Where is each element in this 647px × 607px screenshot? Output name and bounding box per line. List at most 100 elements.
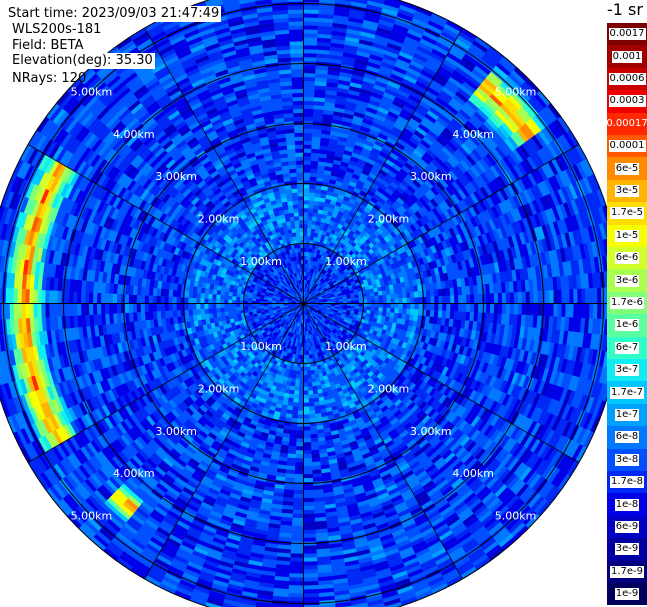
ppi-cell	[309, 176, 318, 182]
ppi-cell	[382, 298, 388, 304]
ppi-cell	[394, 298, 400, 304]
ppi-cell	[307, 215, 313, 221]
ppi-cell	[293, 481, 304, 487]
ppi-cell	[291, 529, 304, 535]
ppi-cell	[303, 40, 318, 46]
ppi-cell	[557, 289, 563, 304]
ppi-cell	[303, 374, 308, 380]
ppi-cell	[308, 402, 315, 407]
ppi-cell	[581, 288, 586, 304]
ppi-cell	[303, 128, 313, 134]
ppi-cell	[303, 136, 313, 141]
ppi-cell	[410, 297, 416, 304]
ppi-cell	[310, 164, 319, 170]
ppi-cell	[303, 112, 314, 118]
ppi-cell	[370, 299, 376, 304]
ppi-cell	[425, 289, 431, 298]
ppi-cell	[569, 289, 575, 304]
ppi-cell	[366, 299, 372, 304]
ppi-cell	[295, 442, 304, 447]
ppi-cell	[402, 297, 408, 304]
ppi-cell	[297, 406, 304, 412]
ppi-cell	[306, 374, 312, 380]
ppi-cell	[481, 293, 487, 304]
ppi-cell	[303, 96, 315, 102]
ppi-cell	[292, 505, 304, 511]
ppi-cell	[394, 303, 400, 309]
ppi-cell	[307, 219, 313, 225]
ppi-cell	[378, 303, 384, 308]
ppi-cell	[303, 434, 311, 439]
ppi-cell	[537, 290, 543, 304]
ppi-cell	[346, 298, 352, 302]
ppi-cell	[299, 370, 304, 376]
ppi-cell	[303, 501, 315, 507]
ppi-cell	[410, 303, 416, 310]
ppi-cell	[303, 120, 314, 126]
ppi-cell	[525, 291, 531, 304]
ppi-cell	[573, 303, 579, 319]
ppi-cell	[442, 295, 447, 304]
ppi-cell	[394, 308, 400, 314]
ppi-cell	[354, 297, 360, 302]
ppi-cell	[481, 303, 487, 314]
ppi-cell	[303, 410, 310, 416]
ppi-cell	[303, 509, 315, 515]
ppi-cell	[303, 184, 310, 189]
ppi-cell	[489, 303, 495, 314]
ppi-cell	[303, 497, 315, 503]
ppi-cell	[303, 585, 319, 590]
ppi-cell	[402, 292, 407, 299]
ppi-cell	[295, 454, 304, 459]
ppi-cell	[306, 370, 312, 376]
ppi-cell	[303, 589, 319, 594]
ppi-cell	[306, 227, 312, 233]
ppi-cell	[366, 296, 372, 301]
ppi-cell	[292, 513, 304, 519]
ppi-cell	[289, 557, 304, 563]
ppi-cell	[358, 297, 364, 301]
ppi-cell	[501, 292, 507, 304]
ppi-cell	[291, 517, 304, 523]
ppi-cell	[589, 303, 594, 319]
ppi-cell	[303, 80, 316, 86]
ppi-cell	[521, 303, 527, 316]
ppi-cell	[303, 454, 312, 459]
ppi-cell	[288, 589, 304, 594]
ppi-cell	[298, 394, 304, 400]
ppi-cell	[303, 350, 307, 356]
ppi-cell	[593, 303, 598, 320]
ppi-cell	[525, 303, 531, 316]
ppi-cell	[557, 303, 563, 318]
ppi-cell	[303, 581, 319, 586]
ppi-cell	[370, 295, 376, 301]
ppi-cell	[497, 292, 503, 304]
ppi-cell	[297, 402, 304, 408]
ppi-cell	[294, 386, 300, 392]
ppi-cell	[390, 293, 396, 300]
ppi-cell	[462, 294, 467, 304]
ppi-cell	[289, 561, 304, 567]
ppi-cell	[305, 342, 309, 348]
ppi-cell	[517, 303, 523, 316]
ppi-cell	[288, 577, 304, 583]
ppi-cell	[358, 303, 364, 307]
ppi-cell	[462, 303, 467, 313]
ppi-cell	[309, 188, 316, 194]
ppi-cell	[429, 289, 435, 298]
ppi-cell	[303, 358, 307, 364]
ppi-cell	[303, 203, 309, 209]
ppi-cell	[289, 569, 304, 575]
ppi-cell	[390, 298, 396, 304]
ppi-cell	[303, 430, 311, 435]
ppi-cell	[370, 303, 376, 308]
ppi-cell	[296, 430, 304, 435]
ppi-cell	[545, 290, 551, 304]
ppi-cell	[533, 303, 539, 317]
ppi-cell	[307, 223, 313, 229]
ppi-cell	[303, 211, 309, 217]
ppi-cell	[466, 303, 471, 313]
ppi-cell	[303, 17, 319, 22]
ppi-cell	[386, 294, 392, 300]
